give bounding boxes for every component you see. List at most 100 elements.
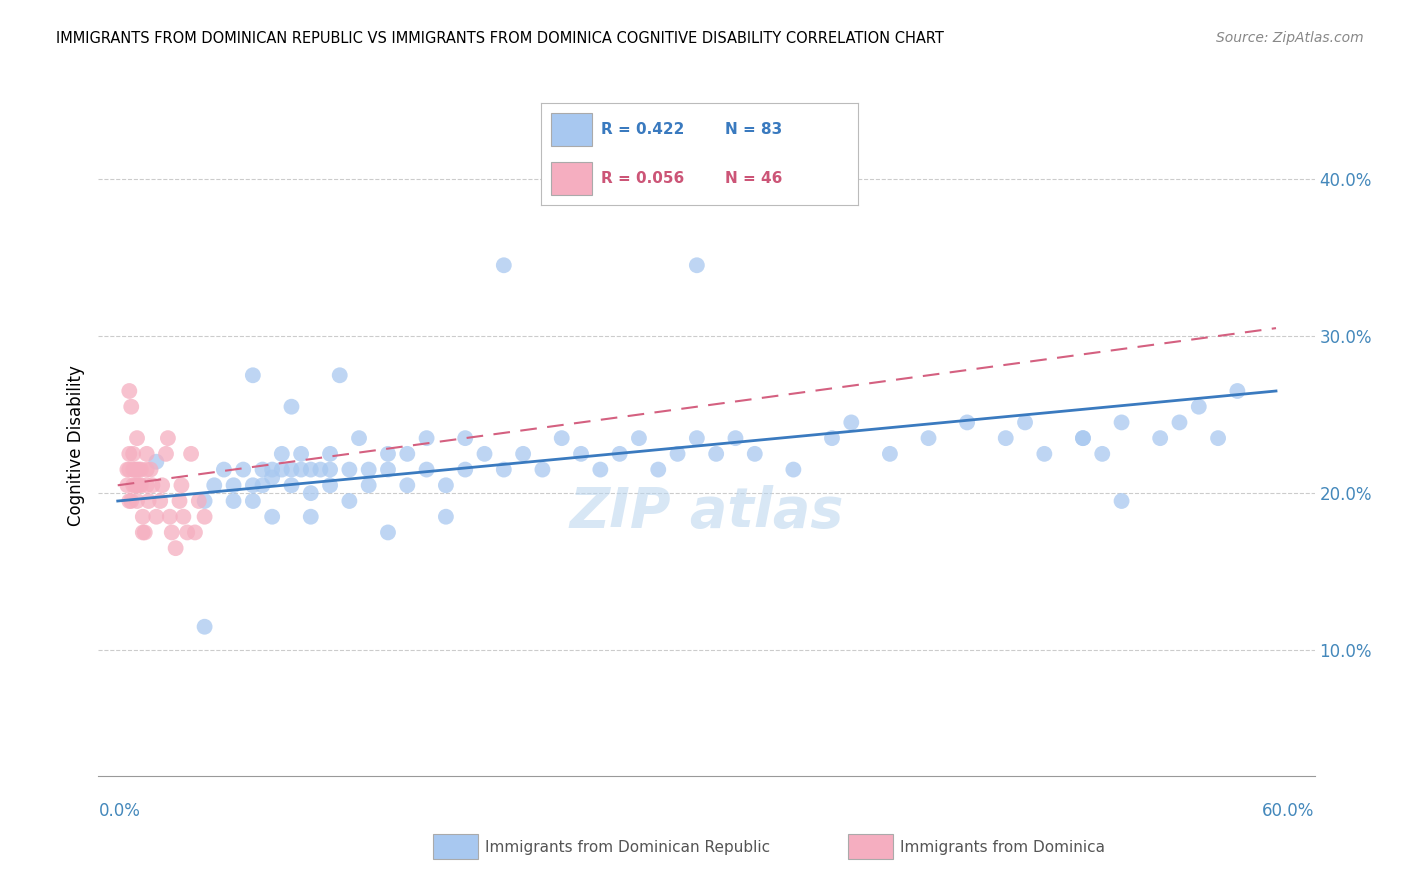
Point bbox=[194, 509, 217, 524]
Point bbox=[290, 447, 312, 461]
Point bbox=[118, 494, 141, 508]
Point bbox=[1071, 431, 1094, 445]
Point bbox=[1149, 431, 1171, 445]
Point bbox=[280, 462, 302, 476]
Point bbox=[169, 494, 191, 508]
Point bbox=[589, 462, 612, 476]
Point bbox=[180, 447, 202, 461]
Point bbox=[492, 462, 515, 476]
Text: 60.0%: 60.0% bbox=[1263, 802, 1315, 820]
Point bbox=[138, 494, 160, 508]
Point bbox=[879, 447, 901, 461]
Text: Source: ZipAtlas.com: Source: ZipAtlas.com bbox=[1216, 31, 1364, 45]
Text: R = 0.056: R = 0.056 bbox=[602, 171, 685, 186]
Point bbox=[242, 494, 264, 508]
Point bbox=[128, 478, 150, 492]
Point bbox=[551, 431, 574, 445]
Point bbox=[1033, 447, 1056, 461]
Text: N = 83: N = 83 bbox=[725, 121, 782, 136]
Point bbox=[569, 447, 592, 461]
Point bbox=[270, 462, 292, 476]
Point bbox=[118, 384, 141, 398]
Point bbox=[1226, 384, 1249, 398]
Point bbox=[145, 509, 167, 524]
Point bbox=[165, 541, 187, 556]
Point bbox=[242, 478, 264, 492]
Point bbox=[125, 462, 148, 476]
Point bbox=[170, 478, 193, 492]
Point bbox=[531, 462, 554, 476]
Text: ZIP atlas: ZIP atlas bbox=[569, 485, 844, 539]
Point bbox=[125, 478, 148, 492]
Point bbox=[139, 462, 162, 476]
Point bbox=[337, 494, 360, 508]
Point bbox=[666, 447, 689, 461]
Point bbox=[117, 462, 139, 476]
Text: IMMIGRANTS FROM DOMINICAN REPUBLIC VS IMMIGRANTS FROM DOMINICA COGNITIVE DISABIL: IMMIGRANTS FROM DOMINICAN REPUBLIC VS IM… bbox=[56, 31, 943, 46]
Point bbox=[155, 447, 177, 461]
Point bbox=[1188, 400, 1211, 414]
Text: Immigrants from Dominican Republic: Immigrants from Dominican Republic bbox=[485, 840, 770, 855]
Point bbox=[280, 400, 302, 414]
Point bbox=[1168, 416, 1191, 430]
Point bbox=[124, 478, 146, 492]
Point bbox=[357, 478, 380, 492]
Point bbox=[1071, 431, 1094, 445]
Point bbox=[337, 462, 360, 476]
Point bbox=[917, 431, 939, 445]
Point bbox=[290, 462, 312, 476]
Point bbox=[647, 462, 669, 476]
Point bbox=[135, 478, 157, 492]
Point bbox=[329, 368, 352, 383]
Point bbox=[1111, 494, 1133, 508]
Point bbox=[141, 478, 163, 492]
Point bbox=[309, 462, 332, 476]
Point bbox=[134, 525, 156, 540]
Point bbox=[122, 462, 145, 476]
FancyBboxPatch shape bbox=[551, 113, 592, 145]
Point bbox=[150, 478, 173, 492]
Point bbox=[821, 431, 844, 445]
Point bbox=[609, 447, 631, 461]
Point bbox=[956, 416, 979, 430]
Point bbox=[232, 462, 254, 476]
Point bbox=[396, 478, 419, 492]
Text: Immigrants from Dominica: Immigrants from Dominica bbox=[900, 840, 1105, 855]
FancyBboxPatch shape bbox=[551, 162, 592, 194]
Point bbox=[1111, 416, 1133, 430]
Y-axis label: Cognitive Disability: Cognitive Disability bbox=[67, 366, 86, 526]
Point bbox=[415, 462, 437, 476]
Point bbox=[145, 455, 167, 469]
Point bbox=[454, 431, 477, 445]
Point bbox=[212, 462, 235, 476]
Point bbox=[270, 447, 292, 461]
Point bbox=[839, 416, 862, 430]
Point bbox=[377, 462, 399, 476]
Text: R = 0.422: R = 0.422 bbox=[602, 121, 685, 136]
Point bbox=[125, 494, 148, 508]
Point bbox=[172, 509, 194, 524]
Point bbox=[129, 462, 152, 476]
Point bbox=[280, 478, 302, 492]
Text: 0.0%: 0.0% bbox=[98, 802, 141, 820]
Point bbox=[347, 431, 370, 445]
Point bbox=[724, 431, 747, 445]
Point bbox=[156, 431, 179, 445]
Point bbox=[262, 470, 284, 484]
Point bbox=[299, 509, 322, 524]
Point bbox=[396, 447, 419, 461]
Point bbox=[627, 431, 650, 445]
Point bbox=[357, 462, 380, 476]
Point bbox=[160, 525, 183, 540]
Point bbox=[176, 525, 198, 540]
Point bbox=[135, 462, 157, 476]
Point bbox=[117, 478, 139, 492]
Point bbox=[118, 462, 141, 476]
Point bbox=[299, 486, 322, 500]
Point bbox=[299, 462, 322, 476]
Point bbox=[377, 447, 399, 461]
Point bbox=[222, 478, 245, 492]
Point bbox=[782, 462, 804, 476]
Point bbox=[124, 462, 146, 476]
Point bbox=[1091, 447, 1114, 461]
